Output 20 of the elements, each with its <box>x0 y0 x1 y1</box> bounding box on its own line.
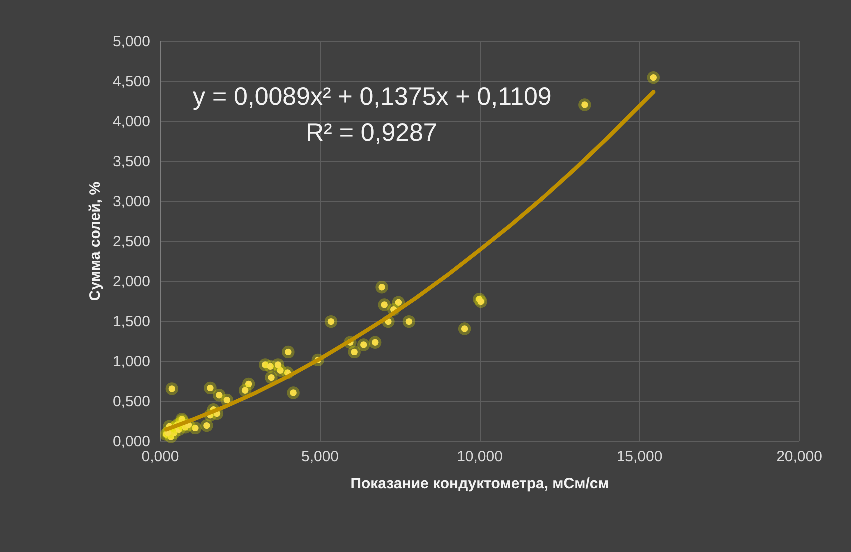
x-axis-title: Показание кондуктометра, мСм/см <box>350 476 610 492</box>
x-tick-label: 10,000 <box>457 448 503 466</box>
y-tick-label: 1,500 <box>112 314 150 330</box>
x-tick-label: 0,000 <box>142 448 180 466</box>
y-axis-title: Сумма солей, % <box>86 182 104 302</box>
y-tick-label: 0,000 <box>112 434 150 450</box>
y-tick-label: 1,000 <box>112 354 150 370</box>
y-tick-label: 2,000 <box>112 274 150 290</box>
y-tick-label: 4,000 <box>112 114 150 130</box>
y-tick-label: 3,000 <box>112 194 150 210</box>
y-tick-label: 0,500 <box>112 394 150 410</box>
y-tick-label: 4,500 <box>112 74 150 90</box>
x-tick-label: 5,000 <box>301 448 340 466</box>
y-tick-label: 5,000 <box>112 34 150 50</box>
y-tick-label: 3,500 <box>112 154 150 170</box>
x-tick-label: 15,000 <box>616 448 663 466</box>
x-tick-label: 20,000 <box>776 448 822 466</box>
y-tick-label: 2,500 <box>112 234 150 250</box>
annotation: R² = 0,9287 <box>306 119 438 147</box>
annotation: y = 0,0089x² + 0,1375x + 0,1109 <box>193 83 552 111</box>
